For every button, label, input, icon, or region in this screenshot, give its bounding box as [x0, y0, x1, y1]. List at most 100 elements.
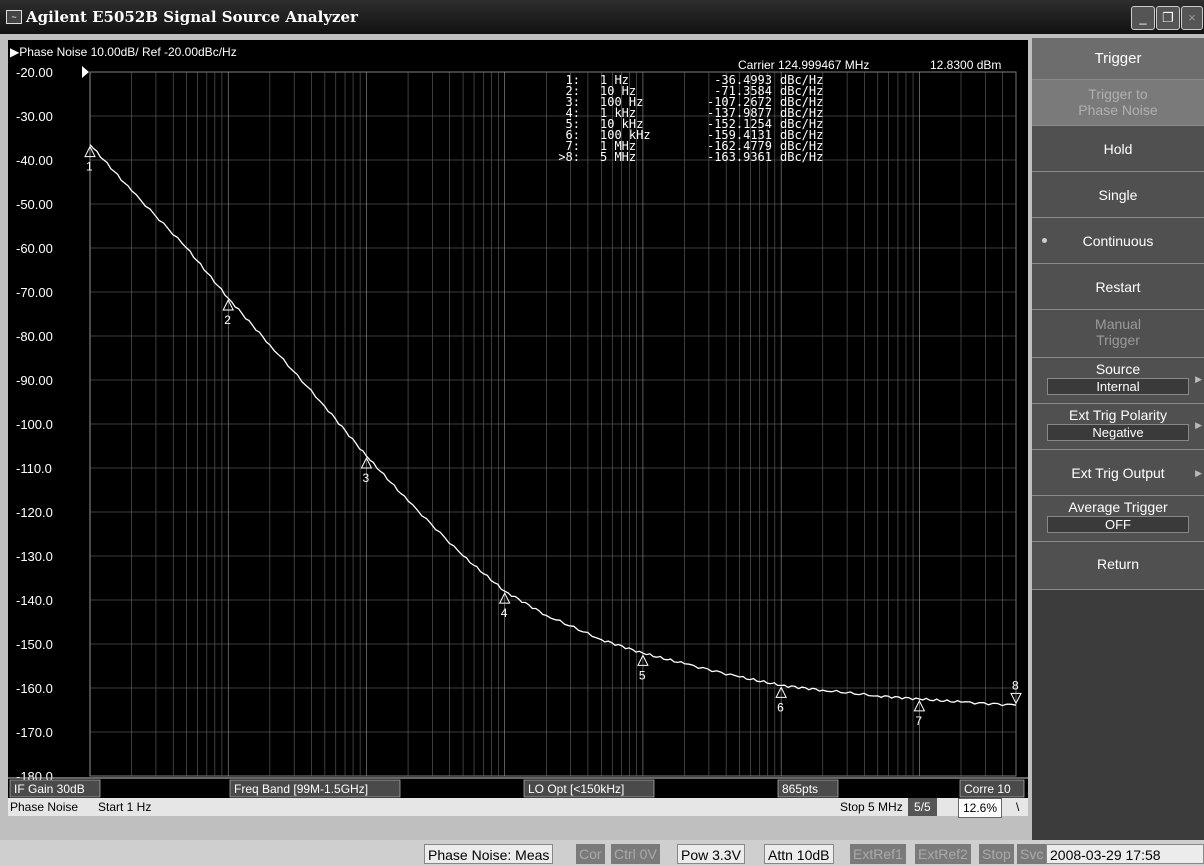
marker-table-cell: 10 kHz — [600, 117, 643, 131]
stop-status: Stop — [979, 844, 1014, 864]
marker-table-cell: -137.9877 — [707, 106, 772, 120]
marker-triangle-icon — [637, 654, 649, 666]
hold-button[interactable]: Hold — [1032, 126, 1204, 172]
marker-table-cell: -163.9361 — [707, 150, 772, 164]
close-button[interactable]: × — [1181, 6, 1203, 30]
marker-table-cell: 1 Hz — [600, 73, 629, 87]
sweep-progress-indicator: \ — [1016, 800, 1020, 814]
instrument-status-bar: Phase Noise: Meas Cor Ctrl 0V Pow 3.3V A… — [0, 840, 1204, 866]
marker-table-cell: dBc/Hz — [780, 106, 823, 120]
marker-table-cell: -36.4993 — [714, 73, 772, 87]
y-tick-label: -130.0 — [16, 549, 53, 564]
continuous-label: Continuous — [1082, 233, 1154, 249]
marker-table-cell: dBc/Hz — [780, 73, 823, 87]
y-tick-label: -110.0 — [16, 461, 52, 476]
app-icon: ~ — [6, 10, 22, 24]
minimize-button[interactable]: _ — [1131, 6, 1155, 30]
y-tick-label: -150.0 — [16, 637, 53, 652]
restart-button[interactable]: Restart — [1032, 264, 1204, 310]
manual-label-2: Trigger — [1096, 332, 1140, 348]
marker-table-cell: dBc/Hz — [780, 84, 823, 98]
marker-table-cell: dBc/Hz — [780, 139, 823, 153]
info-field: IF Gain 30dB — [14, 782, 85, 796]
marker-label: 8 — [1012, 678, 1019, 692]
window-title: Agilent E5052B Signal Source Analyzer — [26, 8, 358, 26]
marker-table-cell: 1 kHz — [600, 106, 636, 120]
marker-table-cell: 5: — [566, 117, 580, 131]
marker-label: 7 — [915, 714, 922, 728]
measurement-name: Phase Noise — [10, 800, 79, 814]
submenu-arrow-icon: ▶ — [1195, 374, 1202, 384]
marker-triangle-icon — [222, 298, 235, 311]
info-field: 865pts — [782, 782, 818, 796]
carrier-power: 12.8300 dBm — [930, 58, 1001, 72]
extref2-status: ExtRef2 — [915, 844, 971, 864]
marker-label: 6 — [777, 700, 784, 714]
marker-triangle-icon — [360, 456, 373, 469]
y-tick-label: -40.00 — [16, 153, 53, 168]
trigger-to-phase-noise-button[interactable]: Trigger to Phase Noise — [1032, 80, 1204, 126]
y-tick-label: -70.00 — [16, 285, 53, 300]
info-field-box — [523, 779, 655, 798]
ext-trig-polarity-button[interactable]: Ext Trig Polarity Negative ▶ — [1032, 404, 1204, 450]
average-trigger-button[interactable]: Average Trigger OFF — [1032, 496, 1204, 542]
y-tick-label: -30.00 — [16, 109, 53, 124]
ref-level-pointer-icon — [82, 66, 89, 78]
info-field: Corre 10 — [964, 782, 1011, 796]
submenu-arrow-icon: ▶ — [1195, 468, 1202, 478]
marker-triangle-icon — [498, 592, 511, 604]
info-field-box — [777, 779, 839, 798]
y-tick-label: -50.00 — [16, 197, 53, 212]
y-tick-label: -100.0 — [16, 417, 53, 432]
marker-table-cell: 100 kHz — [600, 128, 651, 142]
y-tick-label: -160.0 — [16, 681, 53, 696]
y-tick-label: -20.00 — [16, 65, 53, 80]
y-tick-label: -120.0 — [16, 505, 53, 520]
y-tick-label: -140.0 — [16, 593, 53, 608]
marker-table-cell: 2: — [566, 84, 580, 98]
y-tick-label: -80.00 — [16, 329, 53, 344]
trace-count: 5/5 — [908, 798, 937, 816]
marker-table-cell: 1 MHz — [600, 139, 636, 153]
marker-table-cell: 10 Hz — [600, 84, 636, 98]
marker-table-cell: -71.3584 — [714, 84, 772, 98]
phase-noise-chart: ▶Phase Noise 10.00dB/ Ref -20.00dBc/Hz C… — [8, 45, 1028, 798]
info-field-box — [229, 779, 401, 798]
marker-table-cell: -159.4131 — [707, 128, 772, 142]
info-bar: IF Gain 30dB Freq Band [99M-1.5GHz] LO Opt… — [8, 777, 1028, 798]
meas-status: Phase Noise: Meas — [424, 844, 554, 864]
title-bar: ~ Agilent E5052B Signal Source Analyzer … — [0, 0, 1204, 34]
ext-trig-output-button[interactable]: Ext Trig Output ▶ — [1032, 450, 1204, 496]
return-button[interactable]: Return — [1032, 542, 1204, 590]
y-tick-label: -60.00 — [16, 241, 53, 256]
marker-table-cell: 100 Hz — [600, 95, 643, 109]
marker-label: 3 — [362, 471, 369, 485]
marker-table: 1: 1 Hz -36.4993 dBc/Hz 2: 10 Hz -71.3584 dBc/H… — [558, 73, 823, 164]
svc-status: Svc — [1017, 844, 1047, 864]
phase-noise-trace — [89, 144, 1017, 707]
continuous-button[interactable]: Continuous — [1032, 218, 1204, 264]
info-field: Freq Band [99M-1.5GHz] — [234, 782, 368, 796]
sweep-status-bar: Phase Noise Start 1 Hz Stop 5 MHz 5/5 12… — [8, 798, 1028, 818]
polarity-label: Ext Trig Polarity — [1068, 407, 1168, 423]
manual-trigger-button[interactable]: Manual Trigger — [1032, 310, 1204, 358]
info-field-box — [959, 779, 1025, 798]
trace-markers: 1 2 3 4 5 6 7 8 — [84, 145, 1022, 728]
marker-table-cell: -107.2672 — [707, 95, 772, 109]
marker-table-cell: -162.4779 — [707, 139, 772, 153]
info-field: LO Opt [<150kHz] — [528, 782, 624, 796]
ext-output-label: Ext Trig Output — [1071, 465, 1165, 481]
single-button[interactable]: Single — [1032, 172, 1204, 218]
marker-table-cell: 4: — [566, 106, 580, 120]
softkey-panel-filler — [1032, 590, 1204, 840]
marker-triangle-icon — [913, 699, 926, 712]
marker-table-cell: 3: — [566, 95, 580, 109]
restore-button[interactable]: ❐ — [1156, 6, 1180, 30]
trigger-to-label-1: Trigger to — [1088, 86, 1148, 102]
marker-triangle-icon — [775, 686, 787, 698]
source-button[interactable]: Source Internal ▶ — [1032, 358, 1204, 404]
trace-window[interactable]: ▶Phase Noise 10.00dB/ Ref -20.00dBc/Hz C… — [8, 40, 1028, 818]
pow-status: Pow 3.3V — [677, 844, 745, 864]
ctrl-status: Ctrl 0V — [611, 844, 660, 864]
marker-label: 1 — [86, 160, 93, 174]
